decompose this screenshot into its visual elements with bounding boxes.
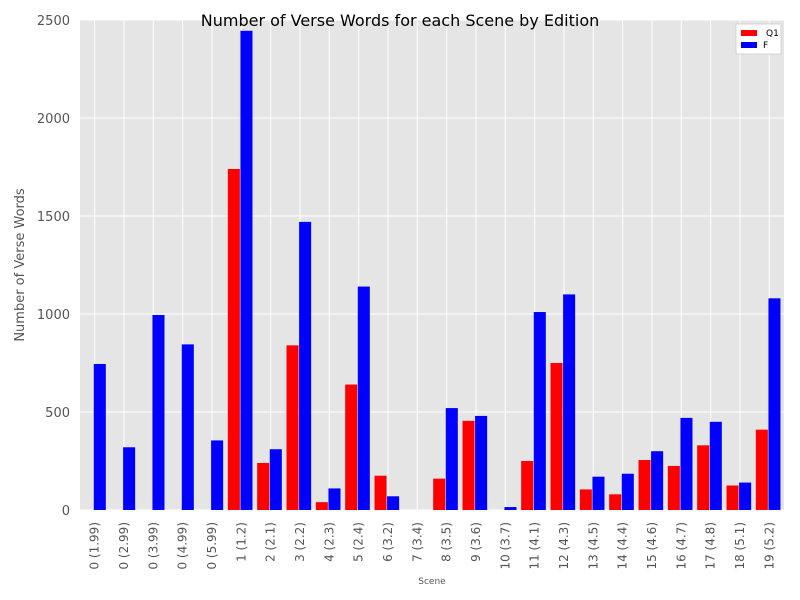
bar-q1 bbox=[579, 489, 592, 510]
plot-background bbox=[80, 20, 784, 510]
x-tick-label: 0 (1.99) bbox=[88, 522, 102, 570]
bar-q1 bbox=[521, 461, 534, 510]
x-tick-label: 15 (4.6) bbox=[645, 522, 659, 570]
bar-f bbox=[739, 482, 752, 510]
bar-q1 bbox=[345, 384, 358, 510]
chart-title: Number of Verse Words for each Scene by … bbox=[201, 11, 600, 30]
bar-f bbox=[328, 488, 341, 510]
x-axis-ticks: 0 (1.99) 0 (2.99) 0 (3.99) 0 (4.99) 0 (5.99)… bbox=[88, 522, 777, 570]
bar-f bbox=[475, 415, 488, 510]
legend-box bbox=[735, 23, 782, 55]
bar-f bbox=[651, 451, 664, 510]
bar-q1 bbox=[462, 420, 475, 510]
bar-f bbox=[387, 496, 400, 510]
bar-f bbox=[768, 298, 781, 510]
legend-swatch-f bbox=[741, 42, 757, 48]
bar-f bbox=[299, 221, 312, 510]
x-tick-label: 0 (2.99) bbox=[117, 522, 131, 570]
bar-f bbox=[563, 294, 576, 510]
x-tick-label: 13 (4.5) bbox=[586, 522, 600, 570]
legend-swatch-q1 bbox=[741, 30, 757, 36]
legend-label-f: F bbox=[763, 41, 768, 51]
y-tick-label: 0 bbox=[62, 504, 70, 519]
bar-f bbox=[152, 314, 165, 510]
bar-q1 bbox=[374, 475, 387, 510]
bar-f bbox=[592, 476, 605, 510]
bar-f bbox=[709, 421, 722, 510]
bar-f bbox=[621, 473, 634, 510]
bar-q1 bbox=[315, 502, 328, 510]
y-tick-label: 1500 bbox=[37, 210, 70, 225]
y-tick-label: 2500 bbox=[37, 14, 70, 29]
x-tick-label: 12 (4.3) bbox=[557, 522, 571, 570]
bar-q1 bbox=[227, 168, 240, 510]
bar-q1 bbox=[609, 494, 622, 510]
x-tick-label: 7 (3.4) bbox=[410, 522, 424, 562]
x-tick-label: 0 (5.99) bbox=[205, 522, 219, 570]
bar-f bbox=[93, 363, 106, 510]
x-tick-label: 5 (2.4) bbox=[352, 522, 366, 562]
bar-f bbox=[445, 408, 458, 510]
x-tick-label: 8 (3.5) bbox=[440, 522, 454, 562]
x-tick-label: 17 (4.8) bbox=[704, 522, 718, 570]
bar-q1 bbox=[667, 465, 680, 510]
bar-q1 bbox=[286, 345, 299, 510]
x-tick-label: 10 (3.7) bbox=[498, 522, 512, 570]
bar-f bbox=[240, 30, 253, 511]
bar-q1 bbox=[726, 485, 739, 510]
x-tick-label: 0 (3.99) bbox=[146, 522, 160, 570]
x-tick-label: 6 (3.2) bbox=[381, 522, 395, 562]
x-tick-label: 14 (4.4) bbox=[616, 522, 630, 570]
x-tick-label: 18 (5.1) bbox=[733, 522, 747, 570]
bar-f bbox=[504, 507, 517, 510]
bar-f bbox=[269, 449, 282, 510]
x-tick-label: 1 (1.2) bbox=[234, 522, 248, 562]
y-tick-label: 1000 bbox=[37, 308, 70, 323]
x-tick-label: 4 (2.3) bbox=[322, 522, 336, 562]
x-axis-label: Scene bbox=[418, 577, 446, 587]
bar-q1 bbox=[697, 445, 710, 510]
legend-label-q1: Q1 bbox=[766, 29, 779, 39]
y-axis-label: Number of Verse Words bbox=[13, 188, 28, 342]
x-tick-label: 2 (2.1) bbox=[264, 522, 278, 562]
bar-f bbox=[533, 312, 546, 510]
bar-q1 bbox=[755, 429, 768, 510]
bar-f bbox=[680, 417, 693, 510]
bar-q1 bbox=[550, 363, 563, 510]
bar-f bbox=[211, 440, 224, 510]
bar-f bbox=[181, 344, 194, 510]
bar-f bbox=[123, 447, 136, 510]
bar-q1 bbox=[433, 478, 446, 510]
x-tick-label: 0 (4.99) bbox=[176, 522, 190, 570]
y-tick-label: 500 bbox=[45, 406, 70, 421]
x-tick-label: 3 (2.2) bbox=[293, 522, 307, 562]
x-tick-label: 19 (5.2) bbox=[762, 522, 776, 570]
bar-q1 bbox=[638, 460, 651, 510]
y-tick-label: 2000 bbox=[37, 112, 70, 127]
x-tick-label: 16 (4.7) bbox=[674, 522, 688, 570]
x-tick-label: 9 (3.6) bbox=[469, 522, 483, 562]
bar-f bbox=[357, 286, 370, 510]
y-axis-ticks: 0 500 1000 1500 2000 2500 bbox=[37, 14, 70, 519]
legend: Q1 F bbox=[735, 23, 782, 55]
bar-q1 bbox=[257, 462, 270, 510]
bars bbox=[93, 30, 781, 511]
x-tick-label: 11 (4.1) bbox=[528, 522, 542, 570]
